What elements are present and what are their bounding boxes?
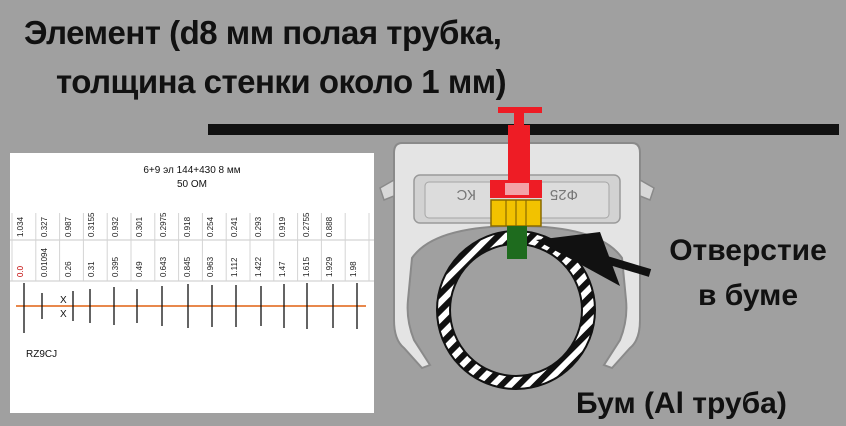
clamp-marking-left: КС: [456, 186, 476, 203]
sheet-callsign: RZ9CJ: [26, 349, 58, 360]
sheet-position-value: 1.47: [277, 261, 287, 277]
title-line-1: Элемент (d8 мм полая трубка,: [24, 14, 502, 51]
insulator-block: [490, 199, 542, 227]
sheet-position-value: 0.49: [135, 261, 144, 277]
hole-label-line-2: в буме: [697, 279, 799, 312]
sheet-position-value: 1.929: [325, 256, 335, 277]
sheet-position-value: 1.615: [301, 256, 311, 277]
hole-label-line-1: Отверстие: [669, 234, 827, 267]
sheet-x-marker: X: [60, 295, 67, 306]
sheet-length-value: 0.932: [111, 216, 121, 237]
sheet-header-2: 50 OM: [176, 179, 207, 190]
title-line-2: толщина стенки около 1 мм): [56, 63, 507, 100]
hole-arrow: [536, 232, 652, 286]
sheet-position-value: 0.963: [206, 256, 216, 277]
pipe-clamp: [379, 142, 655, 370]
sheet-position-value: 0.31: [87, 261, 97, 277]
sheet-position-value: 0.26: [63, 261, 73, 277]
sheet-length-value: 0.888: [325, 216, 335, 237]
sheet-position-value: 0.395: [111, 256, 121, 277]
element-tube: [490, 107, 542, 198]
sheet-length-value: 0.3155: [87, 212, 97, 237]
sheet-length-value: 1.034: [16, 216, 25, 237]
sheet-position-value: 0.643: [158, 256, 168, 277]
clamp-marking-right: Ф25: [550, 186, 578, 203]
sheet-position-value: 1.112: [230, 257, 240, 277]
sheet-length-value: 0.2975: [158, 212, 168, 237]
boom-label: Бум (Al труба): [576, 387, 787, 420]
title: Элемент (d8 мм полая трубка, толщина сте…: [24, 8, 507, 106]
sheet-position-value: 0.01094: [39, 248, 49, 277]
sheet-drawing: XX: [10, 213, 374, 333]
sheet-header-1: 6+9 эл 144+430 8 мм: [143, 165, 241, 176]
sheet-position-value: 1.422: [254, 256, 263, 277]
sheet-position-value: 1.98: [349, 261, 359, 277]
sheet-length-value: 0.254: [206, 216, 216, 237]
sheet-length-value: 0.918: [182, 216, 192, 237]
sheet-length-value: 0.987: [63, 216, 73, 237]
sheet-length-value: 0.293: [254, 216, 263, 237]
sheet-position-value: 0.0: [16, 265, 25, 277]
sheet-length-value: 0.241: [230, 216, 240, 237]
sheet-length-value: 0.2755: [301, 212, 311, 237]
hole-label: Отверстие в буме: [650, 228, 846, 318]
element-stub: [507, 226, 527, 259]
sheet-length-value: 0.301: [135, 216, 144, 237]
sheet-position-value: 0.845: [182, 256, 192, 277]
sheet-x-marker: X: [60, 309, 67, 320]
sheet-length-value: 0.327: [39, 216, 49, 237]
boom-pipe: [436, 230, 596, 390]
sheet-length-value: 0.919: [277, 216, 287, 237]
